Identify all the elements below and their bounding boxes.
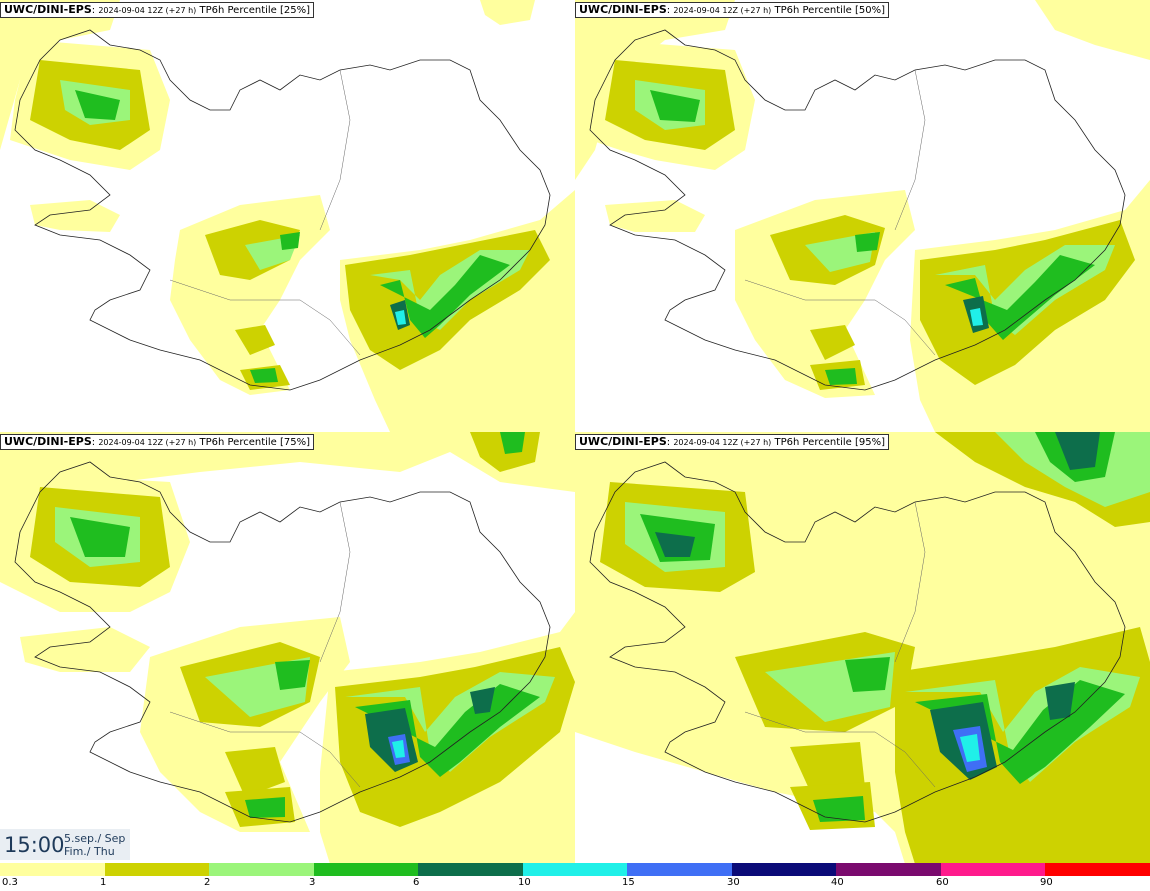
precip-map [0,0,575,432]
model-name: UWC/DINI-EPS [579,3,667,16]
precip-map [575,432,1150,864]
map-panel-75: UWC/DINI-EPS: 2024-09-04 12Z (+27 h) TP6… [0,432,575,864]
legend-swatch [731,863,837,876]
valid-time: 15:00 [4,832,65,857]
legend-label: 40 [831,877,844,888]
model-name: UWC/DINI-EPS [4,435,92,448]
model-name: UWC/DINI-EPS [579,435,667,448]
panel-title: UWC/DINI-EPS: 2024-09-04 12Z (+27 h) TP6… [575,2,890,18]
legend-swatch [313,863,419,876]
map-panel-95: UWC/DINI-EPS: 2024-09-04 12Z (+27 h) TP6… [575,432,1150,864]
legend-labels: 0.3 1 2 3 6 10 15 30 40 60 90 [0,877,1150,891]
panel-title: UWC/DINI-EPS: 2024-09-04 12Z (+27 h) TP6… [575,434,890,450]
legend-swatch [940,863,1046,876]
legend-swatch [627,863,732,876]
legend-swatch [104,863,210,876]
run-time: 2024-09-04 12Z (+27 h) [673,438,772,447]
legend-label: 90 [1040,877,1053,888]
legend-label: 6 [413,877,420,888]
legend-label: 3 [309,877,316,888]
panel-title: UWC/DINI-EPS: 2024-09-04 12Z (+27 h) TP6… [0,2,315,18]
legend-swatch [1045,863,1150,876]
legend-label: 10 [518,877,531,888]
legend-swatch [0,863,105,876]
product-title: TP6h Percentile [25%] [199,5,311,16]
valid-date-line1: 5.sep./ Sep [64,831,126,845]
legend-swatch [209,863,314,876]
model-name: UWC/DINI-EPS [4,3,92,16]
valid-date: 5.sep./ Sep Fim./ Thu [64,832,125,858]
legend-label: 60 [936,877,949,888]
run-time: 2024-09-04 12Z (+27 h) [98,6,197,15]
product-title: TP6h Percentile [95%] [774,437,886,448]
legend-swatch [418,863,523,876]
legend-swatch [522,863,628,876]
panel-title: UWC/DINI-EPS: 2024-09-04 12Z (+27 h) TP6… [0,434,315,450]
valid-time-box: 15:00 5.sep./ Sep Fim./ Thu [0,829,130,860]
color-legend [0,863,1150,876]
product-title: TP6h Percentile [50%] [774,5,886,16]
legend-label: 15 [622,877,635,888]
run-time: 2024-09-04 12Z (+27 h) [673,6,772,15]
legend-label: 2 [204,877,211,888]
map-panel-50: UWC/DINI-EPS: 2024-09-04 12Z (+27 h) TP6… [575,0,1150,432]
run-time: 2024-09-04 12Z (+27 h) [98,438,197,447]
legend-label: 0.3 [2,877,18,888]
legend-label: 1 [100,877,107,888]
product-title: TP6h Percentile [75%] [199,437,311,448]
valid-date-line2: Fim./ Thu [64,844,115,858]
legend-label: 30 [727,877,740,888]
legend-swatch [836,863,941,876]
map-panel-25: UWC/DINI-EPS: 2024-09-04 12Z (+27 h) TP6… [0,0,575,432]
precip-map [575,0,1150,432]
precip-map [0,432,575,864]
